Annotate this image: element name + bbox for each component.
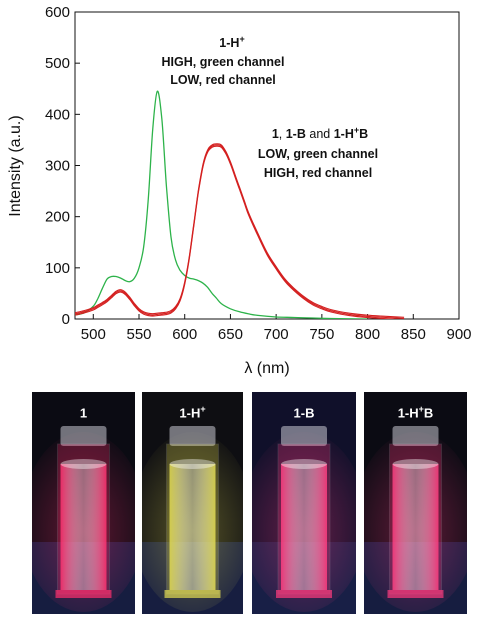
cuvette-cap	[281, 426, 327, 446]
cuvette-liquid	[392, 464, 439, 590]
cuvette-liquid	[281, 464, 327, 590]
annotation-green-line2: HIGH, green channel	[162, 55, 285, 69]
cuvette-photo-1-h	[142, 392, 243, 614]
x-tick-label: 550	[126, 326, 151, 343]
y-tick-label: 300	[45, 158, 70, 175]
photo-label-1-b: 1-B	[293, 405, 315, 421]
cuvette-cap	[60, 426, 107, 446]
x-tick-label: 850	[401, 326, 426, 343]
x-axis-title: λ (nm)	[244, 360, 289, 377]
cuvette-cap	[169, 426, 216, 446]
x-axis-ticks: 500 550 600 650 700 750 800 850 900	[81, 314, 472, 343]
x-tick-label: 750	[309, 326, 334, 343]
meniscus	[169, 459, 216, 469]
annotation-green: 1-H+ HIGH, green channel LOW, red channe…	[162, 34, 285, 87]
x-tick-label: 650	[218, 326, 243, 343]
photo-panel-1-hb: 1-H+B	[364, 392, 467, 614]
photo-panel-1: 1	[32, 392, 135, 614]
emission-spectrum-chart: 0 100 200 300 400 500 600 500 550 600 650 700 750 80…	[7, 4, 472, 377]
y-tick-label: 0	[62, 311, 70, 328]
annotation-red-line3: HIGH, red channel	[264, 166, 372, 180]
x-tick-label: 500	[81, 326, 106, 343]
cuvette-base	[164, 590, 221, 598]
cuvette-base	[387, 590, 444, 598]
cuvette-photo-1-hb	[364, 392, 467, 614]
meniscus	[392, 459, 439, 469]
photo-label-1-hb: 1-H+B	[397, 404, 434, 421]
photo-panel-1-b: 1-B	[252, 392, 356, 614]
x-tick-label: 700	[264, 326, 289, 343]
x-tick-label: 900	[446, 326, 471, 343]
annotation-green-line1: 1-H+	[219, 34, 244, 50]
series-line-green	[75, 90, 368, 319]
cuvette-base	[55, 590, 112, 598]
y-tick-label: 200	[45, 209, 70, 226]
cuvette-liquid	[60, 464, 107, 590]
meniscus	[281, 459, 327, 469]
cuvette-cap	[392, 426, 439, 446]
annotation-red-line2: LOW, green channel	[258, 147, 378, 161]
cuvette-liquid	[169, 464, 216, 590]
cuvette-base	[276, 590, 332, 598]
y-axis-title: Intensity (a.u.)	[7, 115, 24, 216]
annotation-red: 1, 1-B and 1-H+B LOW, green channel HIGH…	[258, 125, 378, 180]
x-tick-label: 800	[355, 326, 380, 343]
cuvette-photo-1	[32, 392, 135, 614]
y-tick-label: 600	[45, 4, 70, 21]
y-tick-label: 100	[45, 260, 70, 277]
meniscus	[60, 459, 107, 469]
photo-panel-1-h: 1-H+	[142, 392, 243, 614]
annotation-green-line3: LOW, red channel	[170, 73, 276, 87]
photo-label-1-h: 1-H+	[179, 404, 206, 421]
photo-label-1: 1	[79, 405, 88, 421]
series-layer	[75, 90, 405, 319]
series-line-red	[75, 145, 402, 319]
cuvette-photo-1-b	[252, 392, 356, 614]
y-tick-label: 400	[45, 106, 70, 123]
x-tick-label: 600	[172, 326, 197, 343]
y-axis-ticks: 0 100 200 300 400 500 600	[45, 4, 80, 328]
annotation-red-line1: 1, 1-B and 1-H+B	[272, 125, 368, 141]
cuvette-photo-strip: 1 1-H+ 1-B 1-H+B	[0, 392, 495, 614]
y-tick-label: 500	[45, 55, 70, 72]
